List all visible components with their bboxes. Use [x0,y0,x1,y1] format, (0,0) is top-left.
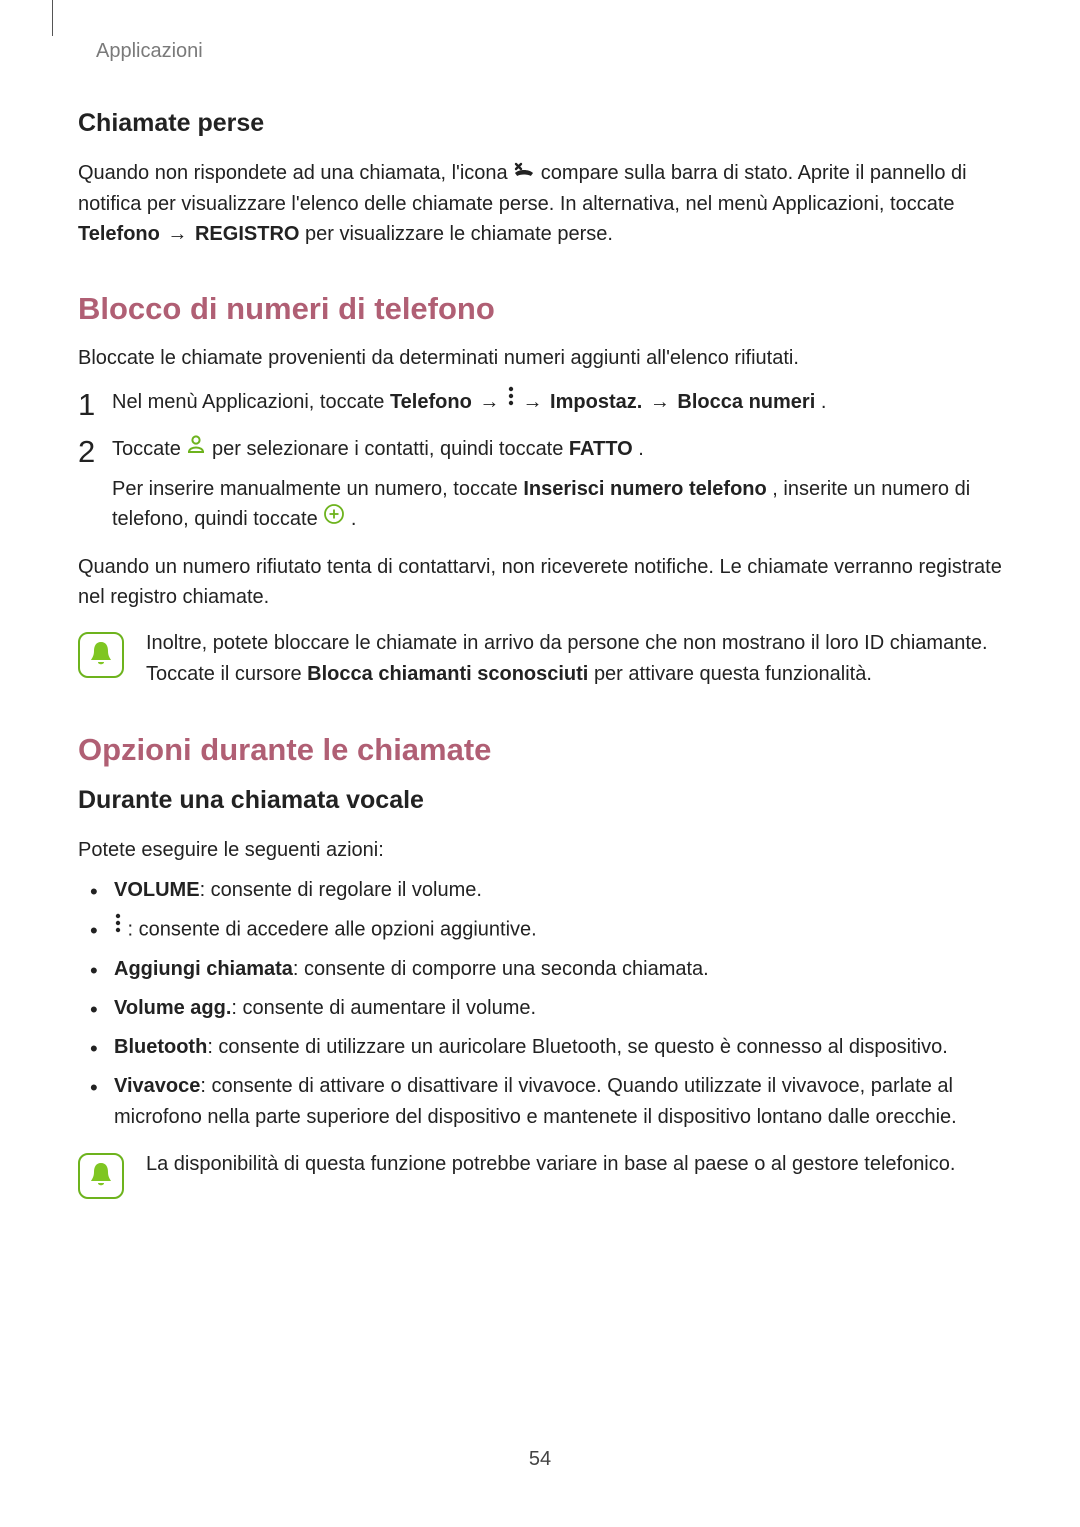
subsection-voice-call: Durante una chiamata vocale [78,786,1002,815]
bold-label: Impostaz. [550,391,642,413]
bold-label: Blocca numeri [677,391,815,413]
text-fragment: Quando non rispondete ad una chiamata, l… [78,162,513,184]
contact-icon [186,432,206,462]
note-bell-icon [78,632,124,678]
note-text: Inoltre, potete bloccare le chiamate in … [146,628,1002,690]
step-2: 2 Toccate per selezionare i contatti, qu… [78,434,1002,536]
options-list: VOLUME: consente di regolare il volume. … [78,875,1002,1133]
section-title-block-numbers: Blocco di numeri di telefono [78,291,1002,327]
note-block-callers: Inoltre, potete bloccare le chiamate in … [78,628,1002,690]
bold-label: Bluetooth [114,1036,207,1058]
list-item: : consente di accedere alle opzioni aggi… [106,914,1002,946]
text-fragment: : consente di accedere alle opzioni aggi… [122,918,537,940]
note-availability: La disponibilità di questa funzione potr… [78,1149,1002,1199]
list-item: Vivavoce: consente di attivare o disatti… [106,1071,1002,1133]
text-fragment: Nel menù Applicazioni, toccate [112,391,390,413]
list-item: Volume agg.: consente di aumentare il vo… [106,993,1002,1024]
text-fragment: Per inserire manualmente un numero, tocc… [112,478,523,500]
text-fragment: : consente di attivare o disattivare il … [114,1075,957,1128]
page-number: 54 [0,1448,1080,1471]
plus-circle-icon [323,503,345,534]
step-number: 2 [78,434,112,467]
text-fragment: per visualizzare le chiamate perse. [305,223,613,245]
bold-label: Inserisci numero telefono [523,478,766,500]
missed-calls-paragraph: Quando non rispondete ad una chiamata, l… [78,158,1002,249]
note-bell-icon [78,1153,124,1199]
text-fragment: . [821,391,827,413]
text-fragment: : consente di comporre una seconda chiam… [293,958,709,980]
page-tab-edge [52,0,53,36]
step-body: Nel menù Applicazioni, toccate Telefono … [112,387,1002,418]
note-text: La disponibilità di questa funzione potr… [146,1149,1002,1180]
text-fragment: : consente di aumentare il volume. [231,997,536,1019]
bold-label: Aggiungi chiamata [114,958,293,980]
arrow-icon: → [520,391,550,413]
block-after-text: Quando un numero rifiutato tenta di cont… [78,552,1002,612]
options-intro: Potete eseguire le seguenti azioni: [78,835,1002,865]
list-item: VOLUME: consente di regolare il volume. [106,875,1002,906]
step-1: 1 Nel menù Applicazioni, toccate Telefon… [78,387,1002,420]
bold-label: FATTO [569,438,633,460]
text-fragment: : consente di utilizzare un auricolare B… [207,1036,947,1058]
text-fragment: . [638,438,644,460]
text-fragment: per selezionare i contatti, quindi tocca… [212,438,569,460]
text-fragment: Toccate [112,438,186,460]
text-fragment: : consente di regolare il volume. [200,879,482,901]
bold-label: Volume agg. [114,997,231,1019]
more-options-icon [507,385,515,416]
bold-label: Blocca chiamanti sconosciuti [307,663,588,685]
step-number: 1 [78,387,112,420]
bold-label: REGISTRO [195,223,299,245]
bold-label: Telefono [390,391,472,413]
arrow-icon: → [165,223,195,245]
text-fragment: . [351,508,357,530]
manual-page: Applicazioni Chiamate perse Quando non r… [0,0,1080,1527]
text-fragment: per attivare questa funzionalità. [594,663,872,685]
bold-label: Telefono [78,223,160,245]
block-intro: Bloccate le chiamate provenienti da dete… [78,343,1002,373]
arrow-icon: → [477,391,507,413]
section-title-missed-calls: Chiamate perse [78,109,1002,138]
section-title-call-options: Opzioni durante le chiamate [78,732,1002,768]
bold-label: Vivavoce [114,1075,200,1097]
bold-label: VOLUME [114,879,200,901]
step-body: Toccate per selezionare i contatti, quin… [112,434,1002,536]
breadcrumb: Applicazioni [96,40,1002,63]
more-options-icon [114,912,122,944]
list-item: Bluetooth: consente di utilizzare un aur… [106,1032,1002,1063]
arrow-icon: → [648,391,678,413]
missed-call-icon [513,157,535,187]
list-item: Aggiungi chiamata: consente di comporre … [106,954,1002,985]
